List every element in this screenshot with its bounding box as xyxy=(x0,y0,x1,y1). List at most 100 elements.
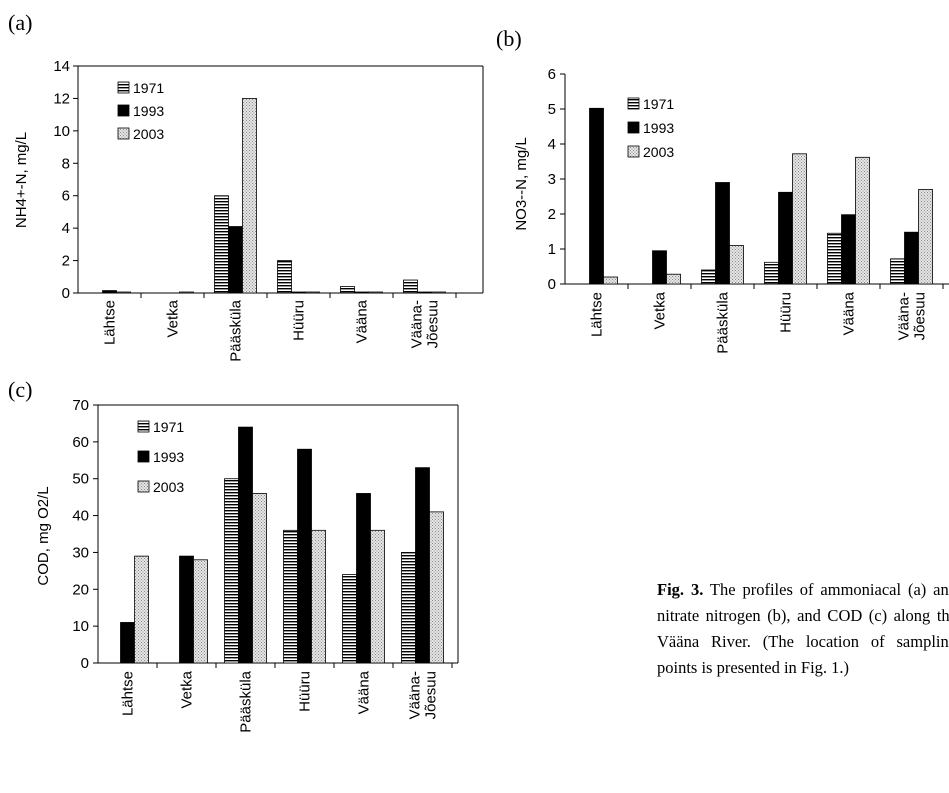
y-tick-label: 8 xyxy=(62,155,70,172)
bar-2003-1 xyxy=(193,559,208,664)
bar-1971-3 xyxy=(277,260,292,294)
chart-b: (b) 0 1 2 3 4 5 6 NO3--N, mg/L Lähtse Vetka Pääskül… xyxy=(496,26,949,354)
bar-1993-5 xyxy=(904,231,919,285)
bar-1971-2 xyxy=(214,195,229,294)
bar-1971-3 xyxy=(283,529,298,664)
bar-1971-3 xyxy=(764,261,779,285)
y-tick-label: 14 xyxy=(53,58,70,75)
y-tick-label: 10 xyxy=(72,618,89,635)
legend-label: 1971 xyxy=(133,80,164,96)
y-tick-label: 12 xyxy=(53,90,70,107)
legend-label: 1993 xyxy=(643,120,674,136)
category-label: Pääsküla xyxy=(228,299,245,361)
bar-1971-4 xyxy=(827,232,842,285)
bar-2003-1 xyxy=(666,273,681,285)
category-label: Lähtse xyxy=(102,300,119,345)
bar-2003-3 xyxy=(311,529,326,664)
category-label: Vetka xyxy=(179,670,196,708)
legend-label: 1993 xyxy=(153,449,184,465)
bar-2003-4 xyxy=(368,291,383,294)
legend-label: 2003 xyxy=(643,144,674,160)
y-axis-label: NO3--N, mg/L xyxy=(513,137,530,230)
y-tick-label: 5 xyxy=(548,101,556,118)
y-tick-label: 3 xyxy=(548,171,556,188)
legend-swatch xyxy=(117,104,130,117)
bar-1971-5 xyxy=(890,258,905,285)
bar-1971-2 xyxy=(701,269,716,285)
bar-1993-2 xyxy=(228,226,243,294)
bar-2003-3 xyxy=(792,153,807,285)
chart-a: (a) 0 2 4 6 8 10 12 14 NH4+-N, mg/L Lähtse Vetka Pää… xyxy=(8,10,484,362)
y-axis-label: NH4+-N, mg/L xyxy=(13,132,30,228)
y-tick-label: 6 xyxy=(548,66,556,83)
bar-2003-5 xyxy=(431,291,446,294)
y-tick-label: 40 xyxy=(72,508,89,525)
bar-2003-4 xyxy=(370,529,385,664)
bar-2003-4 xyxy=(855,156,870,285)
bar-1971-4 xyxy=(340,286,355,294)
bar-2003-3 xyxy=(305,291,320,294)
bar-1993-0 xyxy=(120,622,135,664)
y-tick-label: 2 xyxy=(548,206,556,223)
caption-text: The profiles of ammoniacal (a) and nitra… xyxy=(657,580,949,677)
chart-c: (c) 0 10 20 30 40 50 60 70 COD, mg O2/L Lähtse Vetk… xyxy=(8,377,459,733)
bar-1993-2 xyxy=(238,426,253,664)
bar-1993-5 xyxy=(415,467,430,664)
bar-1993-4 xyxy=(354,291,369,294)
y-tick-label: 10 xyxy=(53,123,70,140)
y-tick-label: 0 xyxy=(62,285,70,302)
bar-2003-1 xyxy=(179,291,194,294)
legend-swatch xyxy=(137,480,150,493)
bar-1993-1 xyxy=(652,250,667,285)
y-tick-label: 70 xyxy=(72,397,89,414)
bar-1993-3 xyxy=(297,448,312,664)
y-tick-label: 0 xyxy=(81,655,89,672)
y-tick-label: 30 xyxy=(72,544,89,561)
legend-label: 2003 xyxy=(153,479,184,495)
legend-label: 1993 xyxy=(133,103,164,119)
bar-2003-2 xyxy=(252,493,267,664)
panel-label: (b) xyxy=(496,26,522,51)
y-tick-label: 4 xyxy=(62,220,70,237)
bar-1971-4 xyxy=(342,574,357,664)
legend-swatch xyxy=(117,127,130,140)
y-tick-label: 0 xyxy=(548,276,556,293)
bar-1993-2 xyxy=(715,182,730,285)
legend-label: 2003 xyxy=(133,126,164,142)
y-tick-label: 20 xyxy=(72,581,89,598)
panel-label: (c) xyxy=(8,377,32,402)
legend-label: 1971 xyxy=(153,419,184,435)
bar-1993-4 xyxy=(841,214,856,285)
bar-2003-5 xyxy=(429,511,444,664)
category-label: Hüüru xyxy=(297,671,314,712)
category-label: Vääna-Jõesuu xyxy=(407,671,440,719)
bar-1993-0 xyxy=(589,107,604,285)
bar-1971-5 xyxy=(403,279,418,294)
bar-2003-0 xyxy=(603,276,618,285)
bar-1993-1 xyxy=(179,555,194,664)
bar-2003-2 xyxy=(729,245,744,285)
category-label: Vetka xyxy=(652,291,669,329)
category-label: Pääsküla xyxy=(715,291,732,353)
bar-1971-5 xyxy=(401,552,416,664)
category-label: Pääsküla xyxy=(238,670,255,732)
category-label: Hüüru xyxy=(291,300,308,341)
legend-label: 1971 xyxy=(643,96,674,112)
y-tick-label: 6 xyxy=(62,188,70,205)
y-tick-label: 4 xyxy=(548,136,556,153)
caption-bold: Fig. 3. xyxy=(657,580,704,599)
bar-1993-3 xyxy=(778,191,793,285)
bar-1993-5 xyxy=(417,291,432,294)
y-tick-label: 2 xyxy=(62,253,70,270)
category-label: Vääna xyxy=(841,291,858,335)
legend-swatch xyxy=(627,145,640,158)
bar-2003-5 xyxy=(918,189,933,285)
bar-1993-3 xyxy=(291,291,306,294)
legend-swatch xyxy=(627,121,640,134)
bar-1993-0 xyxy=(102,290,117,294)
category-label: Lähtse xyxy=(120,671,137,716)
category-label: Vääna xyxy=(354,299,371,343)
bar-1971-2 xyxy=(224,478,239,664)
bar-2003-0 xyxy=(116,291,131,294)
category-label: Vetka xyxy=(165,299,182,337)
